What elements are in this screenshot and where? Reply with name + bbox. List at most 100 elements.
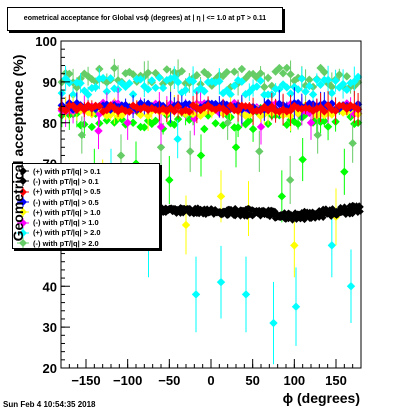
data-point [305, 75, 314, 84]
legend-label: (-) with pT/|q| > 0.1 [33, 176, 99, 186]
data-point [312, 75, 322, 84]
data-point-outlier [156, 143, 166, 152]
data-point-outlier [255, 147, 264, 156]
data-point-outlier [123, 118, 132, 127]
legend-entry: (+) with pT/|q| > 0.1 [13, 166, 159, 177]
data-point [140, 123, 149, 132]
data-point [158, 83, 168, 93]
data-point [143, 68, 153, 77]
data-point [65, 78, 74, 87]
data-point [222, 86, 232, 95]
data-point [215, 77, 224, 86]
data-point [282, 63, 292, 73]
data-point [200, 87, 209, 96]
legend-marker-icon [17, 186, 29, 197]
data-point [286, 89, 295, 98]
data-point [102, 111, 112, 121]
data-point-outlier [348, 138, 357, 148]
data-point [106, 110, 115, 120]
data-point [278, 69, 288, 78]
x-tick-label: −100 [113, 373, 142, 388]
data-point-outlier [340, 167, 349, 176]
data-point [173, 114, 183, 124]
data-point [320, 67, 329, 77]
data-point [162, 65, 172, 74]
legend-label: (+) with pT/|q| > 0.5 [33, 187, 101, 197]
data-point [222, 67, 232, 77]
data-point [323, 122, 333, 131]
y-tick-label: 80 [43, 116, 57, 131]
legend-label: (-) with pT/|q| > 0.5 [33, 197, 99, 207]
legend-entry: (+) with pT/|q| > 1.0 [13, 207, 159, 218]
legend-entry: (-) with pT/|q| > 0.1 [13, 176, 159, 187]
data-point [95, 102, 104, 111]
data-point [102, 87, 112, 96]
data-point [136, 110, 145, 120]
data-point [110, 103, 119, 113]
legend-label: (+) with pT/|q| > 1.0 [33, 207, 101, 217]
data-point [147, 76, 157, 85]
data-point [125, 67, 134, 77]
data-point-outlier [191, 290, 201, 299]
data-point [68, 90, 78, 99]
data-point [286, 70, 295, 79]
data-point [245, 110, 254, 119]
y-tick-label: 100 [35, 34, 57, 49]
data-point [143, 111, 153, 121]
data-point [342, 72, 352, 81]
data-point [83, 90, 93, 99]
data-point-outlier [298, 155, 307, 164]
data-point [72, 78, 82, 87]
data-point [147, 103, 157, 113]
legend-label: (+) with pT/|q| > 2.0 [33, 228, 101, 238]
data-point-outlier [216, 192, 226, 201]
data-point [282, 83, 292, 92]
data-point [102, 116, 112, 125]
data-point [327, 82, 337, 92]
data-point [316, 80, 325, 89]
x-tick-label: 100 [283, 373, 305, 388]
data-point-outlier [306, 118, 316, 127]
legend-entry: (-) with pT/|q| > 1.0 [13, 217, 159, 228]
data-point [128, 90, 138, 99]
data-point [125, 107, 134, 116]
x-tick-label: −150 [71, 373, 100, 388]
data-point [327, 88, 337, 98]
data-point [188, 77, 198, 86]
data-point-outlier [181, 220, 191, 230]
data-point [211, 105, 220, 114]
data-point [230, 81, 239, 90]
data-point [136, 75, 145, 84]
data-point [275, 63, 284, 73]
data-point [230, 67, 239, 76]
data-points [57, 58, 364, 365]
data-point [245, 102, 254, 111]
data-point [342, 85, 352, 95]
data-point [128, 70, 138, 79]
data-point [125, 79, 134, 88]
x-axis-label: ϕ (degrees) [282, 390, 360, 406]
data-point [65, 69, 74, 79]
data-point [252, 82, 262, 91]
data-point-outlier [327, 241, 337, 250]
x-tick-label: 50 [245, 373, 259, 388]
data-point [293, 119, 303, 129]
data-point [256, 69, 265, 78]
legend-entry: (-) with pT/|q| > 2.0 [13, 238, 159, 249]
data-point [170, 120, 179, 129]
data-point [331, 76, 340, 85]
legend-marker-icon [17, 227, 29, 238]
data-point [308, 90, 318, 99]
data-point [222, 107, 232, 116]
data-point [301, 87, 310, 96]
data-point-outlier [291, 302, 301, 311]
data-point [338, 79, 348, 89]
data-point [128, 118, 138, 127]
legend-label: (-) with pT/|q| > 1.0 [33, 218, 99, 228]
data-point [260, 82, 269, 92]
data-point-outlier [223, 118, 232, 127]
data-point-outlier [116, 151, 126, 160]
data-point [91, 83, 100, 92]
data-point-outlier [256, 122, 266, 132]
